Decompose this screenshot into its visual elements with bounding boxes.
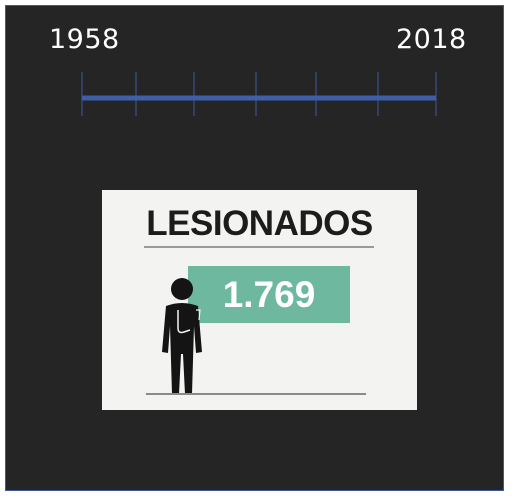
timeline (81, 72, 437, 116)
timeline-start-year: 1958 (49, 24, 120, 55)
card-title: LESIONADOS (146, 204, 373, 243)
card-baseline (146, 393, 366, 395)
injured-person-icon (162, 278, 202, 394)
value-badge: 1.769 (188, 266, 350, 323)
card-divider (144, 246, 374, 248)
info-card: LESIONADOS 1.769 (102, 190, 417, 410)
timeline-end-year: 2018 (396, 24, 467, 55)
injured-count: 1.769 (222, 274, 316, 315)
